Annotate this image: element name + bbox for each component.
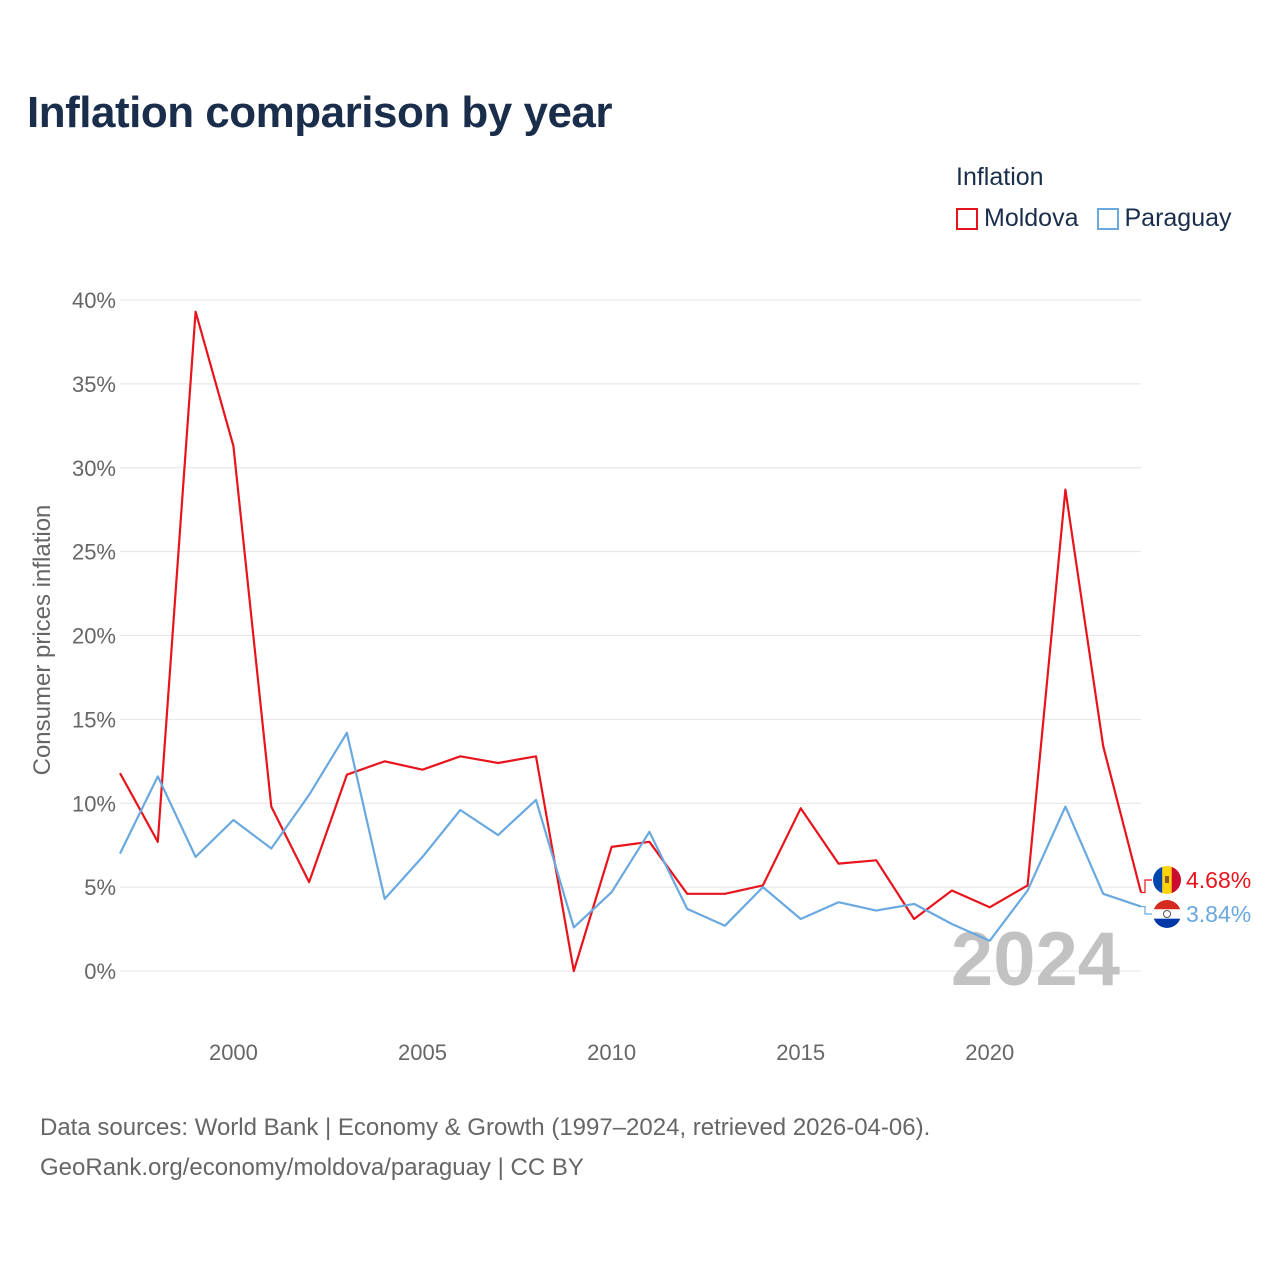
y-tick-label: 0% (84, 959, 116, 984)
x-tick-label: 2015 (776, 1040, 825, 1065)
series-line-moldova (119, 310, 1143, 973)
paraguay-flag-icon (1153, 900, 1181, 928)
footer-link: GeoRank.org/economy/moldova/paraguay | C… (40, 1154, 584, 1181)
x-tick-label: 2010 (587, 1040, 636, 1065)
y-tick-label: 25% (72, 540, 116, 565)
y-tick-label: 10% (72, 791, 116, 816)
y-tick-label: 40% (72, 288, 116, 313)
legend-swatch-moldova (956, 207, 978, 230)
y-tick-label: 30% (72, 456, 116, 481)
y-tick-label: 35% (72, 372, 116, 397)
end-label-moldova: 4.68% (1186, 867, 1251, 893)
x-tick-label: 2005 (398, 1040, 447, 1065)
x-tick-label: 2000 (209, 1040, 258, 1065)
legend: Moldova Paraguay (956, 204, 1232, 233)
year-watermark: 2024 (951, 917, 1120, 1002)
x-tick-label: 2020 (965, 1040, 1014, 1065)
end-label-paraguay: 3.84% (1186, 901, 1251, 927)
legend-swatch-paraguay (1096, 207, 1119, 230)
footer: Data sources: World Bank | Economy & Gro… (40, 1108, 930, 1188)
end-label-connector (1141, 905, 1152, 915)
end-label-connector (1141, 879, 1152, 894)
footer-sources: Data sources: World Bank | Economy & Gro… (40, 1114, 931, 1141)
legend-label-paraguay: Paraguay (1124, 204, 1232, 232)
y-tick-label: 20% (72, 624, 116, 649)
series-line-paraguay (119, 731, 1142, 942)
moldova-flag-icon (1153, 866, 1181, 894)
y-tick-label: 15% (72, 707, 116, 732)
legend-item-moldova[interactable]: Moldova (956, 204, 1079, 233)
y-axis-label: Consumer prices inflation (29, 505, 56, 776)
y-tick-label: 5% (84, 875, 116, 900)
line-chart: 0% 5% 10% 15% 20% 25% 30% 35% 40% 2000 2005 2010 201… (29, 288, 1251, 1065)
legend-item-paraguay[interactable]: Paraguay (1096, 204, 1232, 233)
legend-label-moldova: Moldova (984, 204, 1079, 232)
chart-title: Inflation comparison by year (27, 88, 613, 137)
legend-title: Inflation (956, 163, 1044, 191)
